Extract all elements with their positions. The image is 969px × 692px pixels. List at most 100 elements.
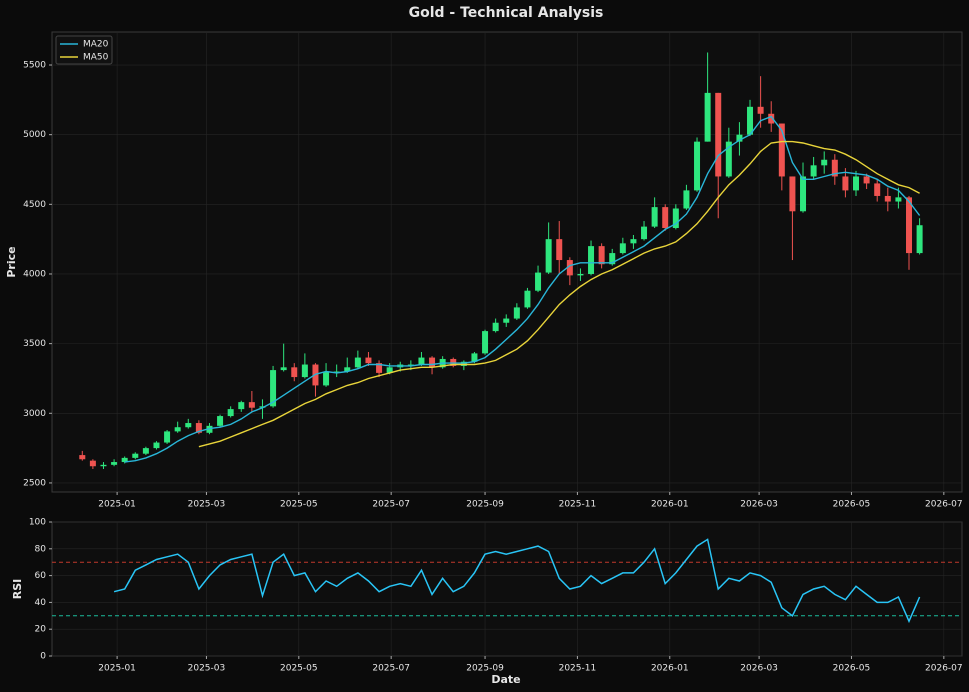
x-axis-label: Date	[491, 673, 520, 686]
candle-body	[291, 367, 298, 378]
candle-body	[471, 353, 478, 362]
candle-body	[280, 367, 287, 371]
candle-body	[89, 460, 96, 467]
candle-body	[79, 455, 86, 460]
y-tick-label: 4000	[23, 269, 46, 279]
y-tick-label: 60	[35, 571, 47, 581]
y-tick-label: 80	[35, 544, 47, 554]
rsi-line	[113, 538, 921, 624]
candle-body	[195, 423, 202, 433]
y-tick-label: 3000	[23, 409, 46, 419]
plot-area	[51, 521, 963, 657]
x-tick-label: 2025-03	[188, 500, 226, 510]
candle-body	[651, 207, 658, 227]
candle-body	[535, 272, 542, 291]
ma-line	[124, 115, 921, 463]
candle-body	[630, 239, 637, 244]
candle-body	[683, 190, 690, 209]
candle-body	[556, 239, 563, 261]
candle-body	[238, 402, 245, 410]
candle-body	[323, 371, 330, 386]
x-tick-label: 2026-07	[925, 500, 963, 510]
x-tick-label: 2025-05	[280, 500, 318, 510]
candle-body	[609, 253, 616, 265]
candle-body	[185, 423, 192, 428]
candle-body	[842, 176, 849, 191]
x-tick-label: 2025-09	[466, 664, 504, 674]
y-tick-label: 0	[40, 652, 46, 662]
y-tick-label: 5000	[23, 130, 46, 140]
candle-body	[217, 416, 224, 426]
candle-body	[429, 357, 436, 368]
x-tick-label: 2026-03	[740, 664, 778, 674]
candle-body	[153, 442, 160, 449]
candle-body	[566, 260, 573, 276]
candle-body	[916, 225, 923, 254]
legend-label: MA20	[83, 40, 109, 50]
candle-body	[386, 367, 393, 373]
x-tick-label: 2026-05	[833, 500, 871, 510]
candle-body	[100, 464, 107, 467]
candle-body	[768, 113, 775, 124]
x-tick-label: 2025-07	[372, 664, 410, 674]
ma-line	[198, 140, 920, 448]
candle-body	[789, 176, 796, 212]
y-tick-label: 3500	[23, 339, 46, 349]
candle-body	[503, 318, 510, 323]
candle-body	[588, 246, 595, 274]
x-tick-label: 2025-03	[188, 664, 226, 674]
x-tick-label: 2025-11	[559, 664, 597, 674]
x-tick-label: 2026-05	[833, 664, 871, 674]
candle-body	[344, 367, 351, 372]
candle-body	[641, 226, 648, 240]
candle-body	[418, 357, 425, 365]
y-tick-label: 2500	[23, 478, 46, 488]
candle-body	[513, 307, 520, 319]
x-tick-label: 2025-01	[98, 664, 136, 674]
legend-label: MA50	[83, 53, 109, 63]
candle-body	[810, 165, 817, 177]
candle-body	[757, 106, 764, 114]
candle-body	[270, 370, 277, 407]
candle-body	[725, 141, 732, 177]
candle-body	[524, 290, 531, 308]
candle-body	[895, 197, 902, 202]
candle-body	[132, 453, 139, 458]
candle-body	[376, 363, 383, 373]
candle-body	[694, 141, 701, 191]
candle-body	[492, 322, 499, 332]
candle-body	[164, 431, 171, 443]
candle-body	[906, 197, 913, 254]
candle-body	[248, 402, 255, 408]
candle-body	[598, 246, 605, 265]
candle-body	[800, 176, 807, 212]
candle-body	[853, 176, 860, 191]
x-tick-label: 2025-01	[98, 500, 136, 510]
y-tick-label: 4500	[23, 200, 46, 210]
candle-body	[619, 243, 626, 254]
candle-body	[482, 331, 489, 354]
candle-body	[884, 195, 891, 202]
y-tick-label: 20	[35, 625, 47, 635]
candle-body	[577, 273, 584, 276]
candle-body	[333, 371, 340, 373]
candle-body	[111, 462, 118, 465]
y-axis-label: Price	[5, 246, 18, 277]
candle-body	[704, 92, 711, 142]
candle-body	[715, 92, 722, 177]
x-tick-label: 2026-01	[651, 664, 689, 674]
candle-body	[227, 409, 234, 417]
candle-body	[831, 159, 838, 177]
candle-body	[747, 106, 754, 135]
x-tick-label: 2026-03	[740, 500, 778, 510]
candle-body	[545, 239, 552, 273]
candle-body	[174, 427, 181, 432]
candle-body	[142, 448, 149, 454]
candle-body	[407, 364, 414, 366]
x-tick-label: 2025-05	[280, 664, 318, 674]
candle-body	[301, 364, 308, 378]
candle-body	[121, 457, 128, 463]
y-tick-label: 100	[29, 518, 46, 528]
candle-body	[821, 159, 828, 166]
